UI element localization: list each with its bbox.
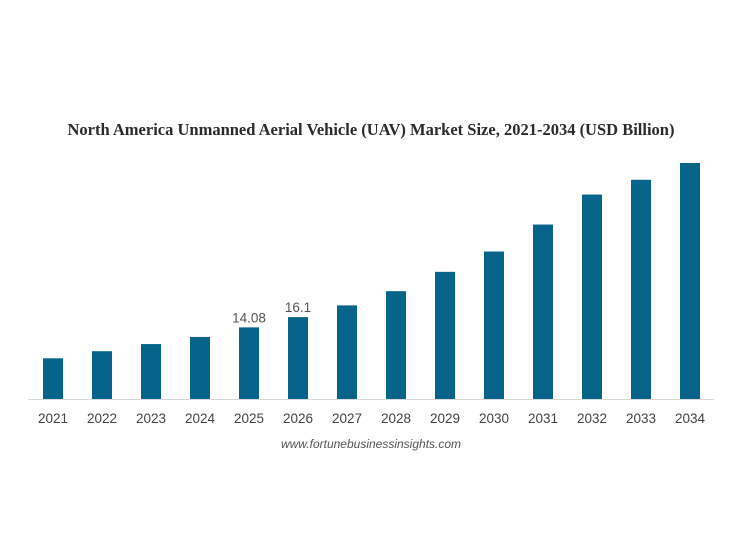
bar-2031 xyxy=(533,224,553,399)
x-tick-label: 2027 xyxy=(332,411,362,426)
x-tick-label: 2032 xyxy=(577,411,607,426)
x-tick-label: 2028 xyxy=(381,411,411,426)
x-tick-label: 2034 xyxy=(675,411,706,426)
bar-2025 xyxy=(239,327,259,399)
chart-title: North America Unmanned Aerial Vehicle (U… xyxy=(67,120,675,139)
bar-2024 xyxy=(190,336,210,399)
bar-2034 xyxy=(680,163,700,399)
data-label: 14.08 xyxy=(232,310,266,325)
bar-2022 xyxy=(92,351,112,399)
bar-2027 xyxy=(337,305,357,399)
x-tick-label: 2030 xyxy=(479,411,509,426)
bar-2021 xyxy=(43,358,63,399)
x-tick-labels: 2021 2022 2023 2024 2025 2026 2027 2028 2029 2030… xyxy=(38,411,706,426)
x-tick-label: 2026 xyxy=(283,411,313,426)
x-tick-label: 2025 xyxy=(234,411,264,426)
x-tick-label: 2029 xyxy=(430,411,460,426)
x-tick-label: 2021 xyxy=(38,411,68,426)
bar-2033 xyxy=(631,179,651,399)
data-labels: 14.08 16.1 xyxy=(232,300,311,325)
x-tick-label: 2031 xyxy=(528,411,558,426)
x-tick-label: 2033 xyxy=(626,411,656,426)
bar-2030 xyxy=(484,251,504,399)
bar-2029 xyxy=(435,271,455,399)
source-note: www.fortunebusinessinsights.com xyxy=(280,437,462,451)
x-tick-label: 2023 xyxy=(136,411,166,426)
bar-2023 xyxy=(141,344,161,399)
x-tick-label: 2022 xyxy=(87,411,117,426)
bar-2028 xyxy=(386,291,406,399)
bar-2032 xyxy=(582,194,602,399)
data-label: 16.1 xyxy=(285,300,311,315)
bars-group xyxy=(43,163,700,399)
x-tick-label: 2024 xyxy=(185,411,216,426)
bar-2026 xyxy=(288,317,308,399)
